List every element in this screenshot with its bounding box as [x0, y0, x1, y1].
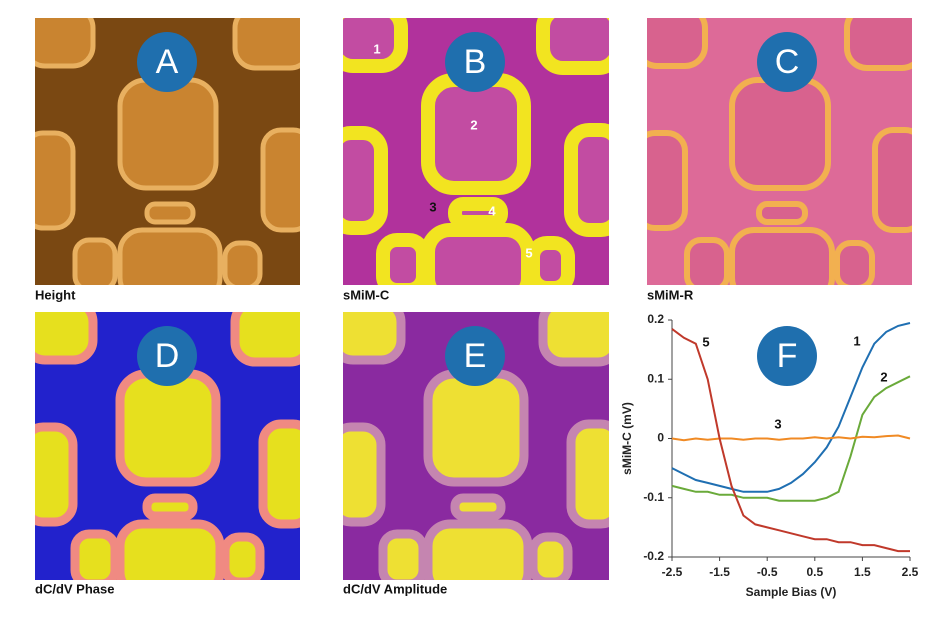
image-feature	[230, 312, 300, 367]
x-tick-label: -0.5	[757, 565, 778, 579]
image-feature	[528, 532, 573, 580]
panel-letter: B	[464, 43, 487, 81]
image-feature	[421, 223, 535, 285]
image-feature	[421, 73, 531, 195]
image-feature	[647, 130, 688, 231]
image-feature	[343, 126, 388, 235]
image-feature	[343, 312, 406, 365]
image-feature	[70, 529, 120, 580]
y-tick-label: -0.2	[643, 549, 664, 563]
series-line	[671, 375, 911, 502]
image-feature	[35, 130, 76, 231]
image-feature	[72, 237, 118, 285]
image-feature	[115, 369, 221, 487]
image-feature	[35, 422, 78, 527]
image-feature	[526, 236, 575, 285]
image-feature	[232, 18, 300, 71]
panel-badge	[137, 326, 197, 386]
series-label: 1	[853, 333, 860, 348]
y-tick-label: 0.2	[647, 312, 664, 326]
y-tick-label: -0.1	[643, 490, 664, 504]
image-feature	[538, 312, 609, 367]
panel-badge	[757, 326, 817, 386]
y-axis-label: sMiM-C (mV)	[620, 402, 634, 475]
panel-badge	[757, 32, 817, 92]
image-panel	[647, 18, 912, 285]
image-feature	[117, 77, 219, 191]
series-label: 3	[774, 416, 781, 431]
series-line	[671, 328, 910, 553]
image-feature	[144, 201, 196, 225]
x-tick-label: 1.5	[854, 565, 871, 579]
image-feature	[115, 519, 225, 580]
image-feature	[834, 240, 875, 285]
image-panel	[343, 312, 609, 580]
image-feature	[684, 237, 730, 285]
image-feature	[260, 127, 300, 233]
panel-caption: dC/dV Phase	[35, 581, 114, 596]
image-feature	[222, 240, 263, 285]
image-feature	[220, 532, 265, 580]
image-feature	[756, 201, 808, 225]
image-feature	[564, 123, 609, 237]
region-marker: 5	[525, 245, 532, 260]
panel-caption: sMiM-C	[343, 287, 390, 302]
image-feature	[378, 529, 428, 580]
image-feature	[343, 18, 408, 73]
region-marker: 2	[470, 117, 477, 132]
image-feature	[423, 369, 529, 487]
region-marker: 1	[373, 41, 380, 56]
panel-letter: F	[777, 337, 798, 375]
image-feature	[423, 519, 533, 580]
x-tick-label: -1.5	[709, 565, 730, 579]
panel-caption: dC/dV Amplitude	[343, 581, 447, 596]
image-feature	[647, 18, 708, 69]
image-feature	[729, 227, 835, 285]
panel-badge	[445, 326, 505, 386]
image-feature	[448, 197, 508, 229]
image-feature	[844, 18, 912, 71]
series-label: 5	[702, 334, 709, 349]
image-feature	[35, 18, 96, 69]
x-axis-label: Sample Bias (V)	[746, 585, 837, 599]
image-feature	[35, 312, 98, 365]
panel-caption: sMiM-R	[647, 287, 694, 302]
image-feature	[566, 419, 609, 529]
image-feature	[142, 493, 198, 521]
image-feature	[450, 493, 506, 521]
series-line	[671, 434, 911, 442]
panel-letter: E	[464, 337, 487, 375]
panel-letter: D	[155, 337, 180, 375]
image-feature	[258, 419, 300, 529]
image-feature	[729, 77, 831, 191]
x-tick-label: -2.5	[662, 565, 683, 579]
image-feature	[872, 127, 912, 233]
y-tick-label: 0.1	[647, 371, 664, 385]
series-label: 2	[880, 369, 887, 384]
x-tick-label: 2.5	[902, 565, 919, 579]
panel-badge	[137, 32, 197, 92]
panel-badge	[445, 32, 505, 92]
panel-caption: Height	[35, 287, 76, 302]
image-panel	[35, 312, 300, 580]
image-feature	[343, 422, 386, 527]
region-marker: 3	[429, 199, 436, 214]
image-feature	[376, 233, 430, 285]
x-tick-label: 0.5	[806, 565, 823, 579]
image-feature	[117, 227, 223, 285]
y-tick-label: 0	[657, 431, 664, 445]
image-feature	[536, 18, 609, 75]
series-line	[671, 322, 911, 493]
panel-letter: C	[775, 43, 800, 81]
image-panel	[343, 18, 609, 285]
region-marker: 4	[488, 203, 496, 218]
panel-letter: A	[156, 43, 179, 81]
